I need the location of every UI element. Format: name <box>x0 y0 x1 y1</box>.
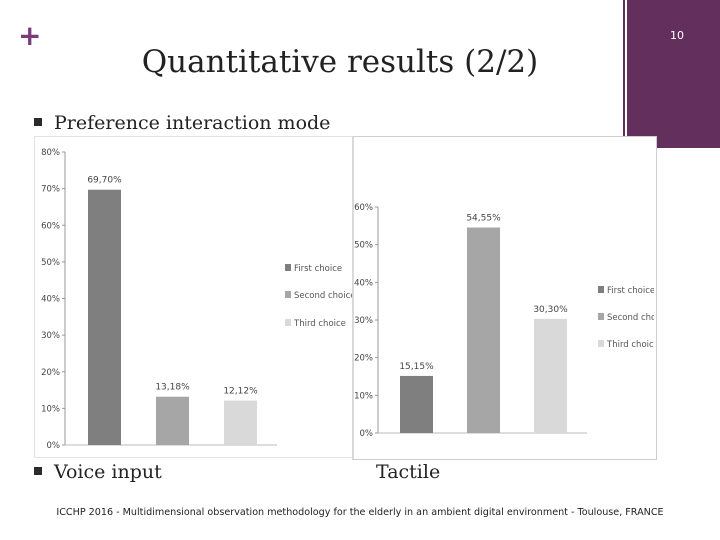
legend-swatch <box>285 264 291 271</box>
bar-third-choice <box>534 318 567 433</box>
y-tick-label: 20% <box>354 354 373 364</box>
legend-swatch <box>285 319 291 326</box>
data-label: 30,30% <box>533 305 568 315</box>
bullet-voice: Voice input <box>34 461 162 483</box>
legend-label: First choice <box>294 264 342 274</box>
y-tick-label: 30% <box>41 331 60 341</box>
bullet-preference: Preference interaction mode <box>34 112 330 134</box>
bullet-square-icon <box>34 118 42 126</box>
data-label: 12,12% <box>223 387 258 397</box>
y-tick-label: 50% <box>354 241 373 251</box>
y-tick-label: 60% <box>41 221 60 231</box>
y-tick-label: 0% <box>47 441 61 451</box>
y-tick-label: 0% <box>360 429 374 439</box>
legend-swatch <box>285 291 291 298</box>
plus-logo: + <box>18 19 42 52</box>
label-tactile: Tactile <box>376 461 441 483</box>
bar-second-choice <box>467 227 500 433</box>
legend-swatch <box>598 340 604 347</box>
bar-first-choice <box>400 375 433 433</box>
legend-label: Third choice <box>606 340 654 350</box>
bullet-preference-text: Preference interaction mode <box>54 112 331 134</box>
footer-text: ICCHP 2016 - Multidimensional observatio… <box>56 507 664 518</box>
legend-label: Second choice <box>607 313 654 323</box>
legend-swatch <box>598 313 604 320</box>
bar-second-choice <box>156 396 189 445</box>
data-label: 15,15% <box>399 362 434 372</box>
data-label: 69,70% <box>87 176 122 186</box>
y-tick-label: 20% <box>41 368 60 378</box>
bar-third-choice <box>224 400 257 445</box>
chart-tactile-svg: 0% 10% 20% 30% 40% 50% 60% 15,15% 54,55% 30,30% Fi… <box>354 203 668 439</box>
legend-label: Third choice <box>293 319 346 329</box>
y-tick-label: 40% <box>354 278 373 288</box>
y-tick-label: 40% <box>41 295 60 305</box>
slide-number: 10 <box>670 29 684 42</box>
slide-title: Quantitative results (2/2) <box>141 44 539 80</box>
y-tick-label: 10% <box>41 404 60 414</box>
data-label: 13,18% <box>155 383 190 393</box>
sidebar-accent-bar <box>627 0 720 148</box>
chart-tactile: 0% 10% 20% 30% 40% 50% 60% 15,15% 54,55% 30,30% Fi… <box>352 136 669 460</box>
y-tick-label: 50% <box>41 258 60 268</box>
chart-voice-svg: 0% 10% 20% 30% 40% 50% 60% 70% 80% 69,70% 13,18% 12… <box>41 148 355 451</box>
sidebar-accent-line <box>623 0 625 148</box>
y-tick-label: 70% <box>41 185 60 195</box>
legend-label: First choice <box>607 286 654 296</box>
data-label: 54,55% <box>466 214 501 224</box>
chart-voice-input: 0% 10% 20% 30% 40% 50% 60% 70% 80% 69,70% 13,18% 12… <box>34 136 356 458</box>
y-tick-label: 10% <box>354 391 373 401</box>
bullet-voice-text: Voice input <box>54 461 162 483</box>
y-tick-label: 30% <box>354 316 373 326</box>
y-tick-label: 80% <box>41 148 60 158</box>
bar-first-choice <box>88 189 121 445</box>
legend-label: Second choice <box>294 291 353 301</box>
bullet-square-icon <box>34 467 42 475</box>
y-tick-label: 60% <box>354 203 373 213</box>
legend-swatch <box>598 286 604 293</box>
